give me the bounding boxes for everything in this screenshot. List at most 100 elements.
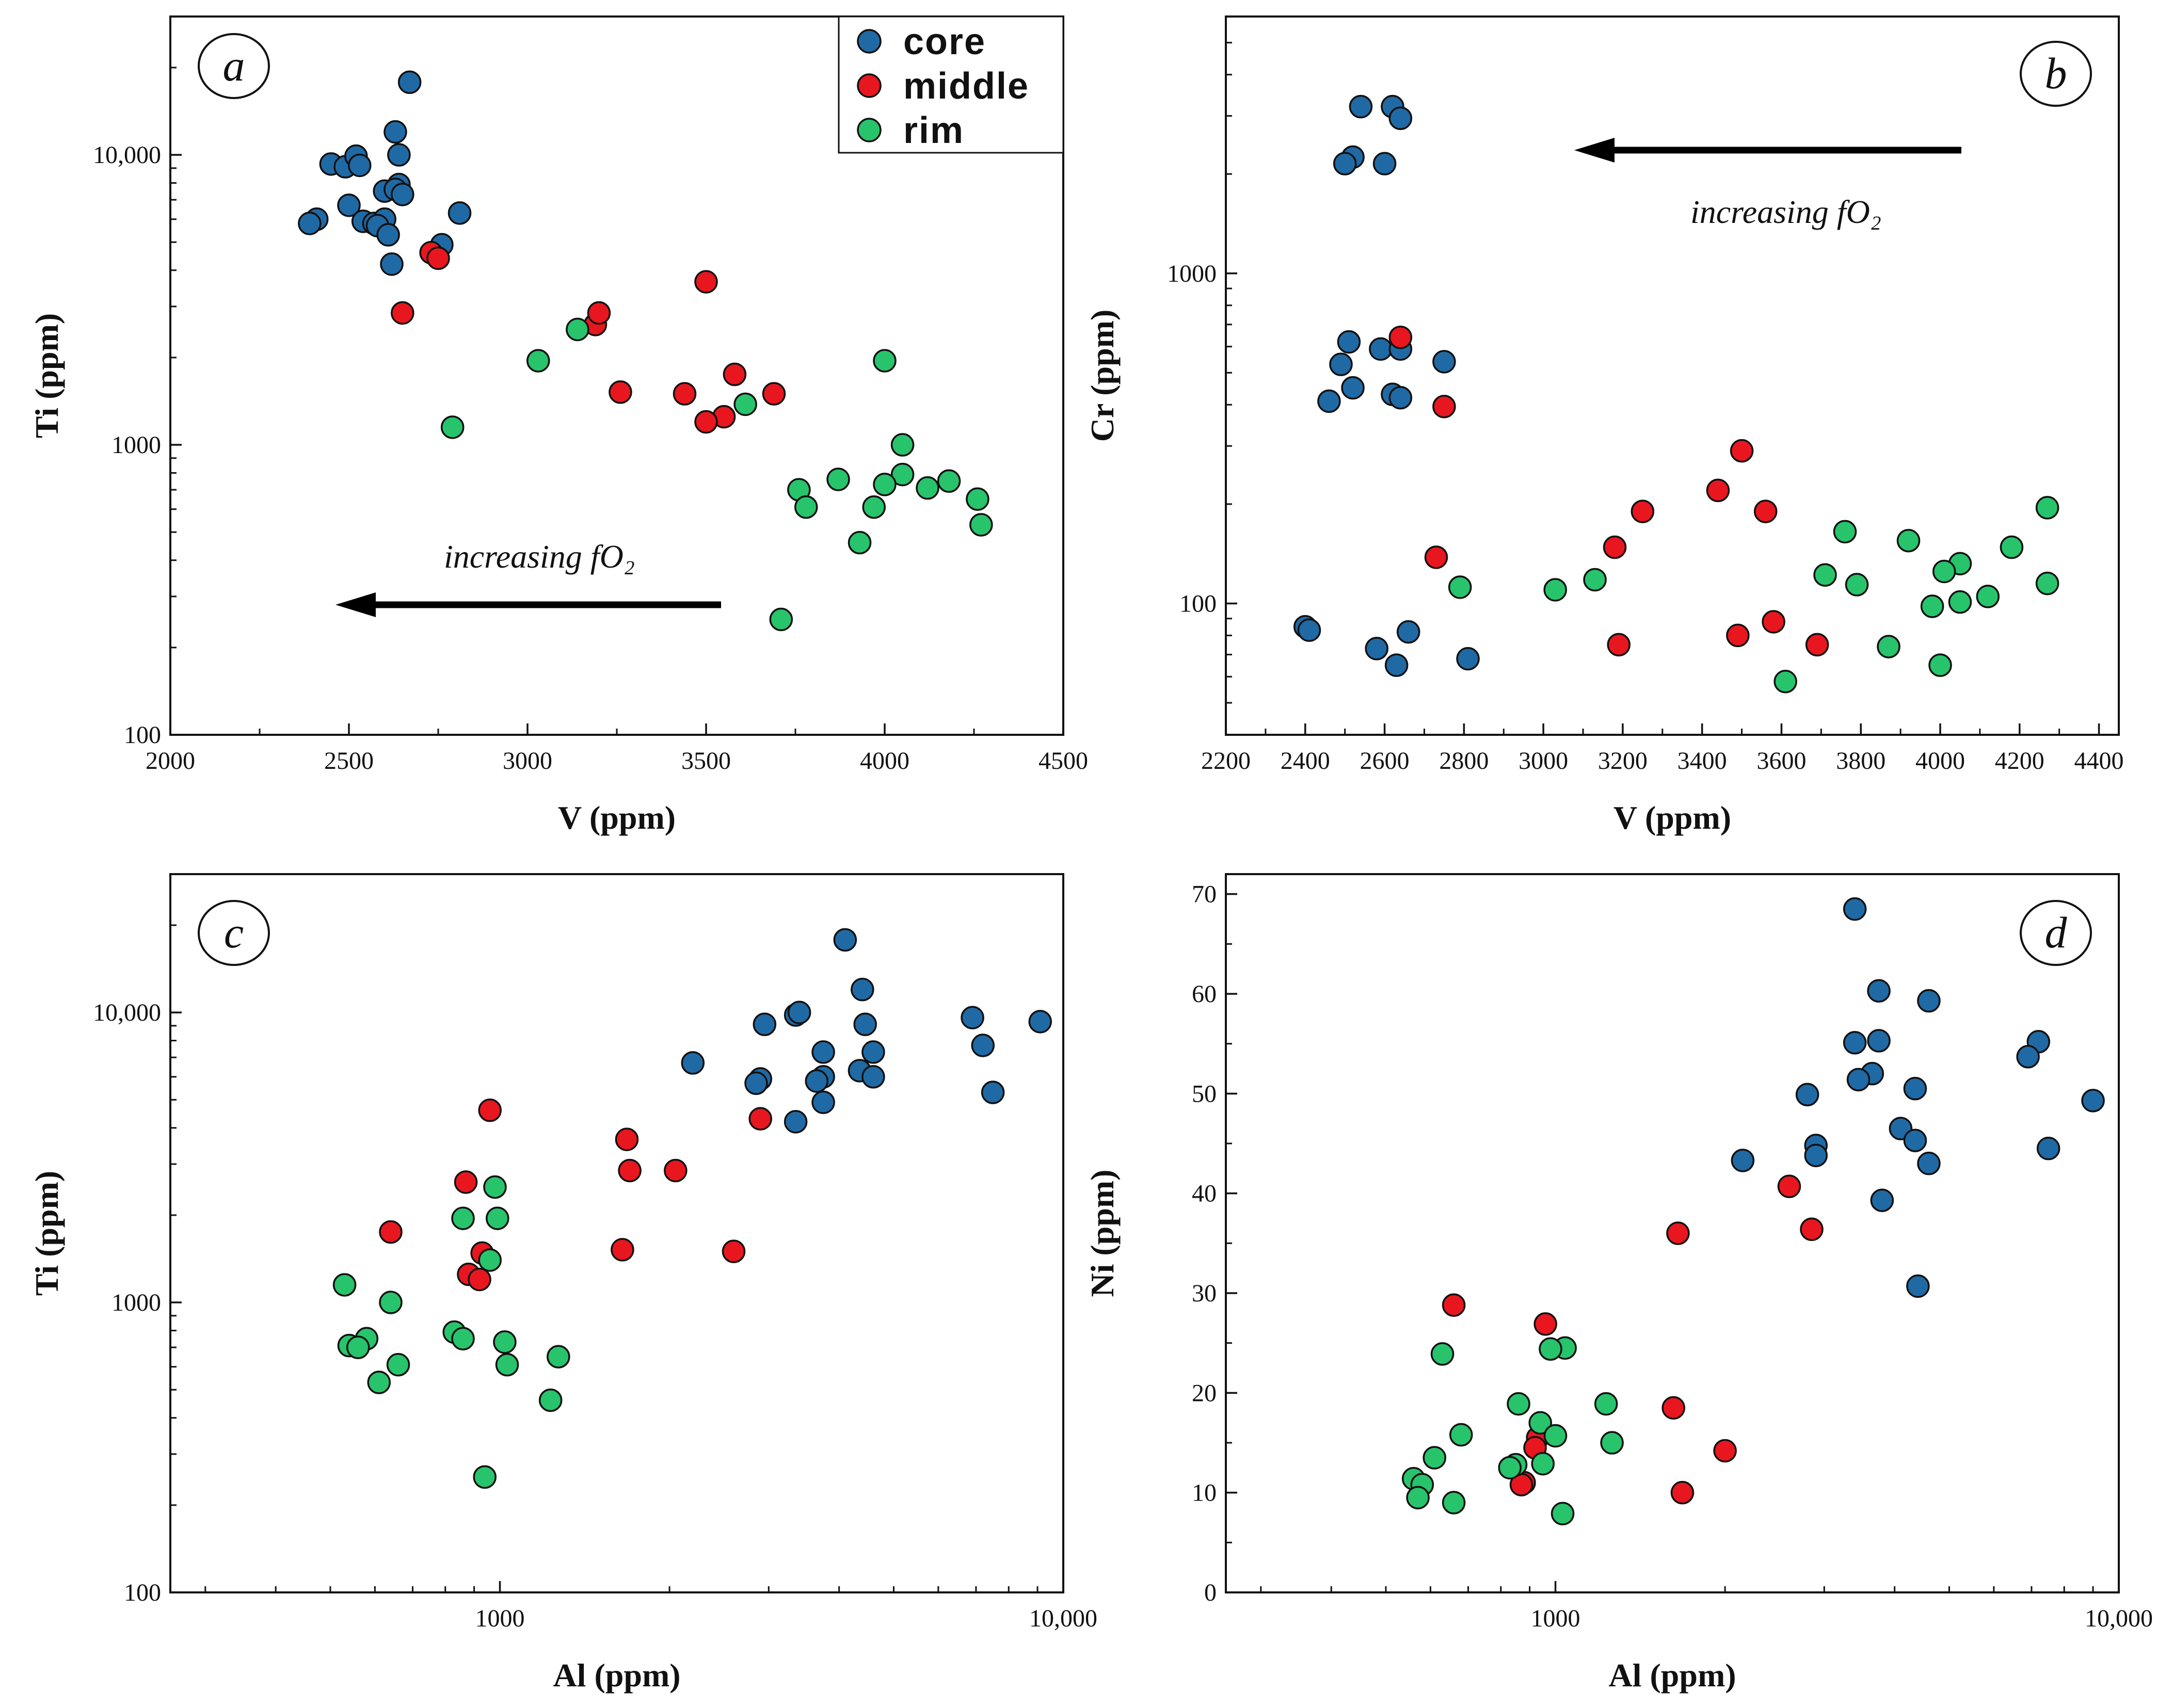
point-core (853, 1012, 877, 1036)
point-core (1456, 647, 1480, 671)
point-rim (862, 495, 886, 519)
panel-a: 2000 2500 3000 3500 4000 4500 100 1000 10,000 V (… (28, 15, 1088, 836)
point-rim (332, 1273, 357, 1297)
legend-label-rim: rim (903, 110, 964, 151)
x-tick-label: 3500 (681, 747, 731, 775)
point-core (1432, 350, 1456, 374)
y-tick-label: 10,000 (93, 999, 161, 1026)
point-core (1804, 1143, 1828, 1167)
point-core (1396, 620, 1420, 644)
point-core (1388, 106, 1413, 130)
point-rim (794, 495, 818, 519)
x-axis-title: Al (ppm) (553, 1657, 680, 1694)
point-middle (1762, 610, 1785, 634)
point-core (861, 1065, 885, 1089)
point-core (1317, 389, 1341, 413)
point-rim (890, 462, 915, 487)
x-tick-label: 3000 (1519, 747, 1568, 775)
x-tick-label: 1000 (1531, 1605, 1580, 1632)
point-core (1297, 618, 1321, 642)
y-tick-label: 0 (1204, 1579, 1217, 1606)
point-rim (1932, 559, 1956, 584)
point-rim (1600, 1431, 1624, 1455)
y-tick-label: 10,000 (93, 141, 161, 169)
point-core (2036, 1136, 2060, 1161)
panel-letter-circle (198, 33, 270, 99)
point-rim (826, 468, 850, 491)
point-rim (937, 469, 961, 493)
minor-ticks (170, 924, 1038, 1592)
point-rim (451, 1327, 475, 1351)
point-core (1917, 1151, 1941, 1175)
point-middle (1661, 1396, 1685, 1420)
point-middle (1730, 439, 1754, 463)
point-rim (2000, 535, 2024, 559)
point-rim (1406, 1486, 1430, 1510)
legend-marker-middle (857, 73, 882, 98)
point-core (1867, 979, 1891, 1003)
point-middle (618, 1158, 642, 1183)
point-rim (1551, 1502, 1575, 1526)
point-rim (451, 1206, 475, 1230)
x-tick-label: 4200 (1995, 747, 2044, 775)
point-rim (1594, 1392, 1618, 1416)
point-rim (386, 1352, 410, 1377)
point-middle (1670, 1480, 1695, 1505)
y-tick-label: 100 (124, 1579, 161, 1606)
point-rim (486, 1206, 509, 1230)
panel-letter-circle (198, 900, 270, 966)
y-tick-label: 1000 (1167, 260, 1217, 287)
y-axis-title: Cr (ppm) (1084, 310, 1121, 442)
data-points (298, 70, 993, 632)
point-core (1906, 1274, 1930, 1298)
x-tick-label: 4000 (860, 747, 909, 775)
point-core (1867, 1029, 1891, 1053)
point-rim (526, 349, 550, 373)
point-rim (538, 1388, 563, 1412)
point-core (811, 1040, 835, 1064)
panel-c: 1000 10,000 100 1000 10,000 Al (ppm) Ti (ppm) c (28, 873, 1097, 1694)
point-middle (454, 1170, 478, 1194)
x-tick-label: 2000 (146, 747, 195, 775)
x-tick-label: 10,000 (2085, 1605, 2153, 1632)
point-rim (1928, 653, 1952, 677)
point-core (961, 1006, 984, 1029)
x-tick-label: 4400 (2074, 747, 2124, 775)
y-axis-title: Ti (ppm) (28, 1171, 65, 1296)
point-rim (495, 1352, 519, 1377)
point-middle (1726, 623, 1750, 648)
point-rim (1423, 1446, 1446, 1470)
point-core (753, 1012, 777, 1036)
point-rim (1430, 1342, 1455, 1366)
x-tick-label: 1000 (475, 1605, 525, 1632)
x-tick-label: 4500 (1038, 747, 1088, 775)
legend-marker-core (857, 29, 882, 54)
y-axis-title: Ni (ppm) (1084, 1169, 1121, 1297)
point-middle (391, 301, 414, 325)
point-core (1903, 1129, 1927, 1152)
point-rim (547, 1345, 570, 1368)
point-rim (1531, 1452, 1555, 1476)
point-core (681, 1051, 705, 1075)
y-tick-label: 100 (1179, 590, 1217, 617)
point-core (448, 201, 472, 225)
point-rim (473, 1465, 497, 1489)
point-middle (1706, 478, 1730, 503)
point-core (2081, 1089, 2105, 1113)
point-core (1870, 1188, 1894, 1212)
x-tick-label: 3600 (1756, 747, 1806, 775)
point-core (1731, 1149, 1755, 1172)
arrow-head (1574, 138, 1615, 163)
point-rim (346, 1335, 370, 1359)
point-core (1337, 330, 1361, 354)
point-rim (1833, 520, 1857, 544)
point-middle (673, 382, 697, 406)
point-rim (1920, 594, 1944, 618)
legend-label-middle: middle (903, 66, 1029, 107)
point-rim (1583, 568, 1607, 592)
y-tick-label: 60 (1192, 980, 1217, 1008)
point-rim (1845, 573, 1869, 597)
point-middle (748, 1107, 772, 1131)
